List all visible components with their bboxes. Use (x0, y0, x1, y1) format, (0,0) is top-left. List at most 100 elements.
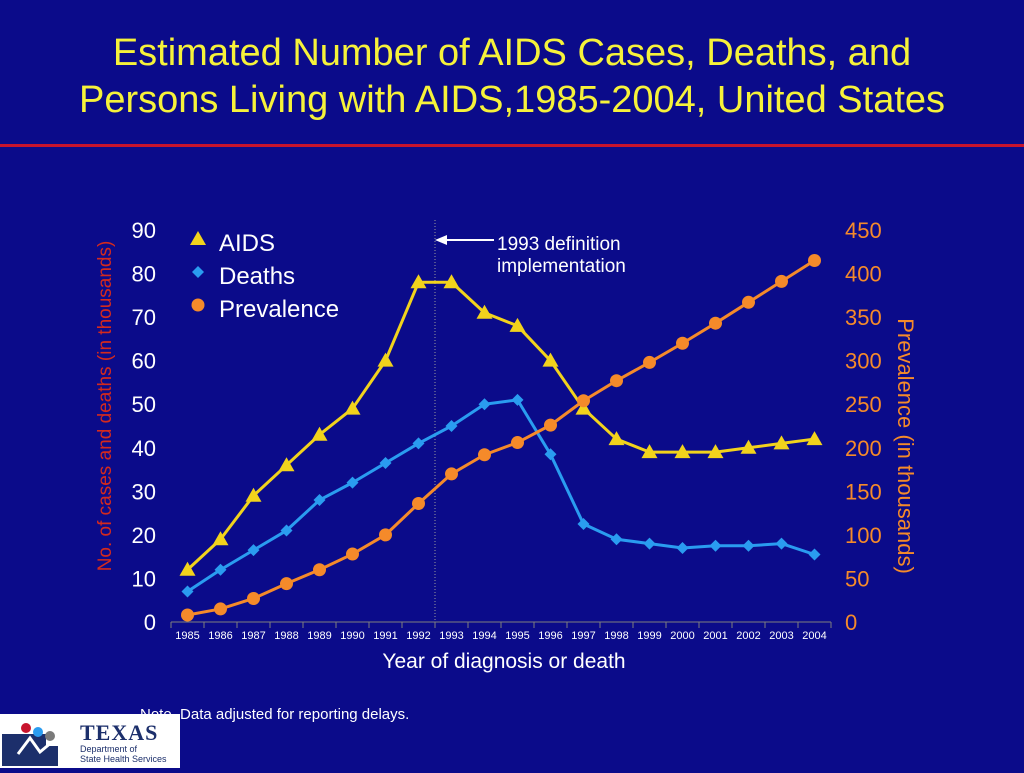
deaths-data-point (643, 537, 656, 550)
y-tick-label: 50 (132, 392, 156, 417)
prevalence-data-point (346, 547, 359, 561)
y2-tick-label: 400 (845, 262, 882, 287)
x-tick-label: 1999 (637, 630, 661, 642)
x-tick-label: 1987 (241, 630, 265, 642)
legend-prevalence-marker (191, 298, 205, 312)
y2-tick-label: 100 (845, 523, 882, 548)
prevalence-data-point (676, 336, 689, 350)
y-tick-label: 30 (132, 479, 156, 504)
y2-tick-label: 50 (845, 566, 869, 591)
deaths-data-point (280, 524, 293, 537)
x-tick-label: 1994 (472, 630, 496, 642)
legend-prevalence-label: Prevalence (219, 296, 339, 323)
y-tick-label: 90 (132, 218, 156, 243)
aids-data-point (245, 487, 262, 502)
prevalence-data-point (775, 274, 788, 288)
aids-data-point (542, 352, 559, 367)
chart-title: Estimated Number of AIDS Cases, Deaths, … (0, 30, 1024, 124)
legend-aids-label: AIDS (219, 230, 275, 257)
prevalence-data-point (247, 591, 260, 605)
prevalence-data-point (643, 355, 656, 369)
y-tick-label: 0 (144, 610, 156, 635)
prevalence-data-point (379, 528, 392, 542)
deaths-data-point (214, 563, 227, 576)
deaths-data-point (676, 541, 689, 554)
y-axis-label: No. of cases and deaths (in thousands) (95, 241, 116, 572)
prevalence-data-point (478, 448, 491, 462)
y2-axis-label: Prevalence (in thousands) (893, 318, 918, 574)
y2-tick-label: 300 (845, 349, 882, 374)
prevalence-data-point (445, 467, 458, 481)
y2-tick-label: 0 (845, 610, 857, 635)
x-axis-label: Year of diagnosis or death (382, 650, 625, 673)
deaths-data-point (775, 537, 788, 550)
deaths-data-point (181, 585, 194, 598)
deaths-data-point (445, 420, 458, 432)
prevalence-data-point (544, 418, 557, 432)
legend-deaths-marker (192, 266, 204, 278)
x-tick-label: 1998 (604, 630, 628, 642)
deaths-data-point (379, 457, 392, 470)
prevalence-data-point (181, 608, 194, 622)
x-tick-label: 1993 (439, 630, 463, 642)
prevalence-data-point (412, 497, 425, 511)
annotation-arrowhead (435, 235, 447, 245)
deaths-data-point (247, 544, 260, 557)
x-tick-label: 2000 (670, 630, 694, 642)
prevalence-data-point (577, 394, 590, 408)
note-text: Note. Data adjusted for reporting delays… (140, 706, 410, 723)
annotation-line1: 1993 definition (497, 234, 621, 255)
aids-data-point (344, 400, 361, 415)
aids-data-point (773, 435, 790, 450)
logo-subtitle-line1: Department of (80, 744, 138, 754)
deaths-data-point (412, 437, 425, 450)
prevalence-data-point (742, 295, 755, 309)
prevalence-data-point (808, 253, 821, 267)
aids-data-point (674, 444, 691, 459)
prevalence-data-point (313, 563, 326, 577)
legend-aids-marker (190, 231, 206, 245)
x-tick-label: 1990 (340, 630, 364, 642)
aids-data-point (410, 274, 427, 289)
deaths-data-point (346, 476, 359, 489)
aids-data-point (179, 561, 196, 576)
y-tick-label: 40 (132, 436, 156, 461)
aids-data-point (806, 431, 823, 446)
x-tick-label: 1988 (274, 630, 298, 642)
logo-subtitle-line2: State Health Services (80, 754, 167, 764)
aids-data-point (476, 304, 493, 319)
aids-data-point (443, 274, 460, 289)
legend-deaths-label: Deaths (219, 263, 295, 290)
aids-data-point (707, 444, 724, 459)
aids-data-point (575, 400, 592, 415)
aids-data-point (740, 439, 757, 454)
aids-data-point (509, 317, 526, 332)
y-tick-label: 70 (132, 305, 156, 330)
x-tick-label: 2002 (736, 630, 760, 642)
chart-title-line2: Persons Living with AIDS,1985-2004, Unit… (78, 79, 946, 121)
logo-name: TEXAS (80, 720, 159, 745)
aids-data-point (377, 352, 394, 367)
x-tick-label: 1992 (406, 630, 430, 642)
deaths-data-point (709, 539, 722, 552)
y2-tick-label: 250 (845, 392, 882, 417)
aids-data-point (212, 531, 229, 546)
x-tick-label: 2001 (703, 630, 727, 642)
x-tick-label: 1986 (208, 630, 232, 642)
y-tick-label: 20 (132, 523, 156, 548)
aids-data-point (278, 457, 295, 472)
prevalence-data-point (511, 436, 524, 450)
logo-emblem-icon (2, 723, 58, 766)
y-tick-label: 80 (132, 262, 156, 287)
prevalence-data-point (709, 316, 722, 330)
aids-data-point (608, 431, 625, 446)
deaths-data-point (313, 494, 326, 507)
y2-tick-label: 350 (845, 305, 882, 330)
chart-title-line1: Estimated Number of AIDS Cases, Deaths, … (112, 32, 912, 74)
deaths-data-point (478, 398, 491, 411)
aids-series-line (186, 280, 815, 571)
deaths-data-point (808, 548, 821, 561)
texas-dshs-logo: TEXAS Department of State Health Service… (0, 714, 180, 768)
y2-tick-label: 150 (845, 479, 882, 504)
